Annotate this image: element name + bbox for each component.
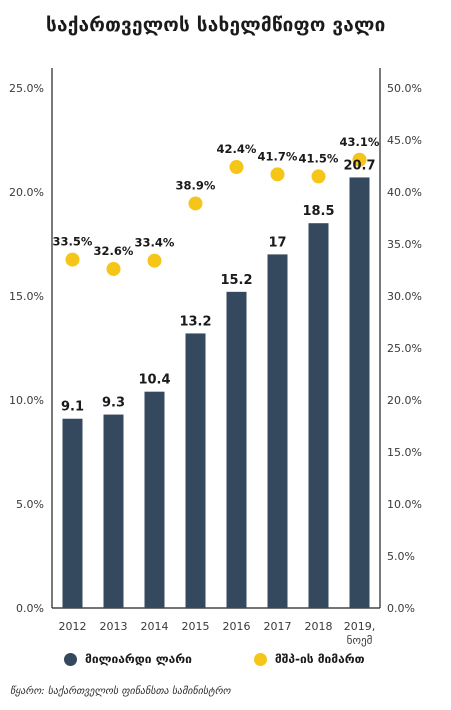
bar bbox=[62, 418, 83, 608]
bar-value-label: 17 bbox=[268, 235, 286, 250]
dot bbox=[106, 261, 121, 276]
x-tick-label: 2016 bbox=[223, 620, 251, 633]
x-tick-label: 2012 bbox=[59, 620, 87, 633]
dot bbox=[147, 253, 162, 268]
bar-value-label: 20.7 bbox=[343, 158, 375, 173]
dot-value-label: 42.4% bbox=[217, 142, 257, 156]
bar-value-label: 15.2 bbox=[220, 273, 252, 288]
x-tick-label: 2015 bbox=[182, 620, 210, 633]
bar bbox=[267, 254, 288, 608]
bar bbox=[185, 333, 206, 608]
x-tick-label: 2013 bbox=[100, 620, 128, 633]
bar-value-label: 13.2 bbox=[179, 314, 211, 329]
legend-item-dots: მშპ-ის მიმართ bbox=[253, 652, 365, 666]
dot bbox=[188, 196, 203, 211]
legend-item-bars: მილიარდი ლარი bbox=[64, 652, 192, 666]
bar bbox=[226, 291, 247, 608]
dot-value-label: 33.4% bbox=[135, 236, 175, 250]
left-tick-label: 10.0% bbox=[9, 394, 44, 407]
x-tick-label: 2017 bbox=[264, 620, 292, 633]
right-tick-label: 20.0% bbox=[387, 394, 422, 407]
right-tick-label: 30.0% bbox=[387, 290, 422, 303]
bar bbox=[144, 391, 165, 608]
chart-area: 0.0% 5.0% 10.0% 15.0% 20.0% 25.0% 0.0% 5.0% 10.0… bbox=[9, 68, 422, 647]
bar-value-label: 10.4 bbox=[138, 373, 170, 388]
chart-title: საქართველოს სახელმწიფო ვალი bbox=[46, 14, 386, 36]
right-tick-label: 50.0% bbox=[387, 82, 422, 95]
dot-value-label: 32.6% bbox=[94, 244, 134, 258]
dot bbox=[352, 152, 367, 167]
dot-value-label: 41.5% bbox=[299, 151, 339, 165]
x-tick-label: ნოემ bbox=[347, 634, 373, 647]
legend-swatch-bars bbox=[64, 652, 77, 666]
source-note: წყარო: საქართველოს ფინანსთა სამინისტრო bbox=[10, 686, 231, 697]
right-tick-label: 45.0% bbox=[387, 134, 422, 147]
right-tick-label: 0.0% bbox=[387, 602, 415, 615]
legend-label-bars: მილიარდი ლარი bbox=[85, 652, 192, 666]
legend: მილიარდი ლარი მშპ-ის მიმართ bbox=[64, 652, 365, 666]
right-tick-label: 5.0% bbox=[387, 550, 415, 563]
bar-value-label: 9.1 bbox=[61, 400, 84, 415]
dot-value-label: 41.7% bbox=[258, 149, 298, 163]
bar-value-label: 18.5 bbox=[302, 204, 334, 219]
data-labels: 9.1 9.3 10.4 13.2 15.2 17 18.5 20.7 33.5%32.6%33… bbox=[53, 135, 380, 415]
dot bbox=[229, 160, 244, 175]
legend-swatch-dots bbox=[253, 652, 267, 666]
left-tick-label: 15.0% bbox=[9, 290, 44, 303]
bar-series bbox=[62, 177, 370, 608]
dot-value-label: 43.1% bbox=[340, 135, 380, 149]
bar bbox=[349, 177, 370, 608]
right-tick-label: 15.0% bbox=[387, 446, 422, 459]
bar-value-label: 9.3 bbox=[102, 396, 125, 411]
dot-value-label: 33.5% bbox=[53, 235, 93, 249]
left-tick-label: 20.0% bbox=[9, 186, 44, 199]
dot bbox=[65, 252, 80, 267]
bar bbox=[308, 223, 329, 608]
x-tick-label: 2014 bbox=[141, 620, 169, 633]
chart-axes: 0.0% 5.0% 10.0% 15.0% 20.0% 25.0% 0.0% 5.0% 10.0… bbox=[9, 68, 422, 647]
legend-label-dots: მშპ-ის მიმართ bbox=[274, 652, 365, 666]
right-tick-label: 35.0% bbox=[387, 238, 422, 251]
dot-value-label: 38.9% bbox=[176, 178, 216, 192]
x-tick-label: 2018 bbox=[305, 620, 333, 633]
bar bbox=[103, 414, 124, 608]
dot-series bbox=[65, 152, 367, 276]
dot bbox=[311, 169, 326, 184]
x-tick-label: 2019, bbox=[344, 620, 376, 633]
right-tick-label: 10.0% bbox=[387, 498, 422, 511]
dot bbox=[270, 167, 285, 182]
left-tick-label: 5.0% bbox=[16, 498, 44, 511]
left-tick-label: 0.0% bbox=[16, 602, 44, 615]
right-tick-label: 25.0% bbox=[387, 342, 422, 355]
right-tick-label: 40.0% bbox=[387, 186, 422, 199]
left-tick-label: 25.0% bbox=[9, 82, 44, 95]
